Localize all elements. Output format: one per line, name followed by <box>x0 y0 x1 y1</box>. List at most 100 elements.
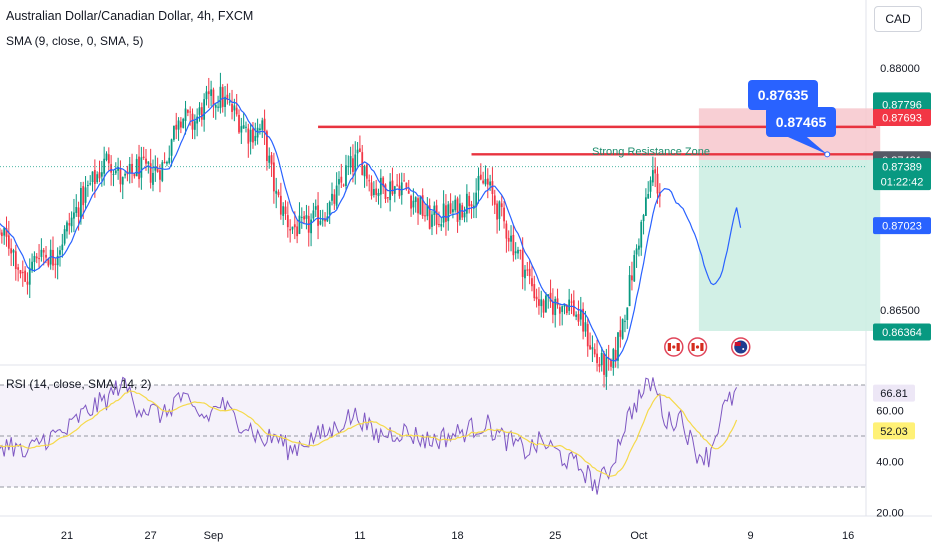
sma-line <box>0 98 741 361</box>
candle-body <box>17 267 19 269</box>
candle-body <box>317 205 319 226</box>
callout-anchor <box>825 152 830 157</box>
candle-body <box>13 250 15 252</box>
countdown-label: 01:22:42 <box>881 177 924 189</box>
candle-body <box>192 114 194 130</box>
candle-body <box>450 203 452 213</box>
candle-body <box>526 270 528 271</box>
position-tool <box>699 108 880 331</box>
sma-legend[interactable]: SMA (9, close, 0, SMA, 5) <box>6 34 143 48</box>
candle-body <box>71 218 73 227</box>
maple-leaf <box>696 345 699 348</box>
price-tick-label: 0.88000 <box>880 63 920 75</box>
resistance-zone-label: Strong Resistance Zone <box>592 146 710 158</box>
candle-body <box>201 107 203 120</box>
currency-button[interactable]: CAD <box>874 6 922 32</box>
candle-body <box>573 300 575 315</box>
take-profit-zone[interactable] <box>699 160 880 331</box>
candle-body <box>278 192 280 195</box>
candle-body <box>294 224 296 227</box>
candle-body <box>27 282 29 285</box>
candle-body <box>559 307 561 314</box>
candle-body <box>238 115 240 132</box>
candle-body <box>133 174 135 176</box>
candle-body <box>512 235 514 255</box>
price-tick-label: 0.86500 <box>880 305 920 317</box>
candle-body <box>22 272 24 273</box>
candle-body <box>480 175 482 180</box>
candle-body <box>24 271 26 282</box>
candle-body <box>440 224 442 227</box>
candle-body <box>245 127 247 128</box>
candle-body <box>522 251 524 277</box>
candle-body <box>315 206 317 210</box>
candle-body <box>29 268 31 285</box>
candle-body <box>68 223 70 225</box>
candle-body <box>619 330 621 337</box>
candle-body <box>108 154 110 163</box>
candle-body <box>601 353 603 365</box>
candle-body <box>166 162 168 164</box>
candle-body <box>380 178 382 195</box>
candle-body <box>636 248 638 254</box>
candle-body <box>519 250 521 251</box>
candle-body <box>299 216 301 234</box>
candle-body <box>20 270 22 274</box>
symbol-legend[interactable]: Australian Dollar/Canadian Dollar, 4h, F… <box>6 9 253 23</box>
canada-flag-icon[interactable] <box>689 338 707 356</box>
candle-body <box>173 126 175 140</box>
candle-body <box>557 298 559 305</box>
rsi-tag-label: 66.81 <box>880 388 908 400</box>
candle-body <box>115 170 117 173</box>
star <box>742 348 744 350</box>
candle-body <box>199 107 201 114</box>
candle-body <box>110 164 112 172</box>
time-axis: 2127Sep111825Oct91623 <box>61 530 932 542</box>
flag-band <box>677 343 680 351</box>
candle-body <box>138 157 140 180</box>
candle-body <box>431 214 433 226</box>
candle-body <box>468 196 470 206</box>
union-jack <box>735 342 741 346</box>
candle-body <box>285 207 287 214</box>
candle-body <box>85 187 87 202</box>
candle-body <box>8 235 10 248</box>
rsi-pane <box>0 377 866 494</box>
maple-leaf <box>672 345 675 348</box>
candle-body <box>236 108 238 115</box>
australia-flag-icon[interactable] <box>732 338 750 356</box>
candle-body <box>82 186 84 205</box>
candle-body <box>482 181 484 184</box>
candle-body <box>633 255 635 281</box>
candle-body <box>401 182 403 195</box>
canada-flag-icon[interactable] <box>665 338 683 356</box>
time-tick-label: 27 <box>145 530 157 542</box>
candle-body <box>101 172 103 176</box>
price-tag-label: 0.86364 <box>882 327 922 339</box>
candle-body <box>412 201 414 208</box>
candle-body <box>213 90 215 106</box>
candle-body <box>331 194 333 201</box>
candle-body <box>466 194 468 214</box>
candle-body <box>652 170 654 182</box>
rsi-tag-label: 52.03 <box>880 426 908 438</box>
candle-body <box>415 197 417 202</box>
candle-body <box>243 125 245 128</box>
candle-body <box>396 185 398 186</box>
candle-body <box>189 111 191 112</box>
candle-body <box>1 232 3 236</box>
time-tick-label: 11 <box>354 530 365 542</box>
candle-body <box>217 107 219 108</box>
candle-body <box>457 198 459 222</box>
candle-body <box>340 177 342 183</box>
rsi-legend[interactable]: RSI (14, close, SMA, 14, 2) <box>6 377 151 391</box>
sma-series <box>0 98 741 361</box>
candle-body <box>494 196 496 205</box>
candle-body <box>612 349 614 368</box>
candle-body <box>64 229 66 243</box>
candle-body <box>313 210 315 218</box>
candle-body <box>419 197 421 214</box>
candle-body <box>578 314 580 322</box>
